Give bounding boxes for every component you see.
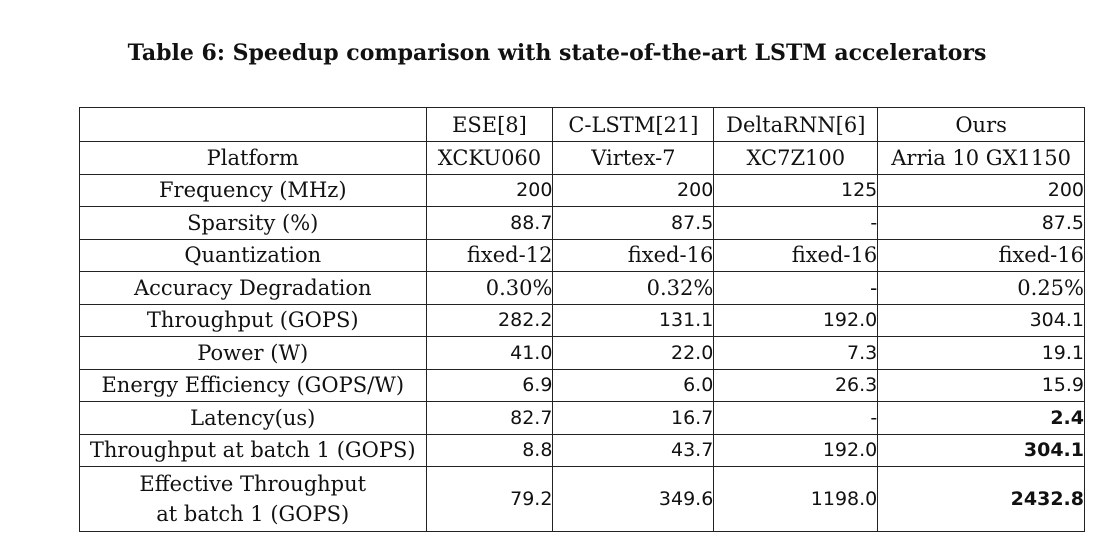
- table-cell: 0.32%: [552, 271, 715, 305]
- row-label: Power (W): [79, 336, 427, 370]
- table-cell: 6.9: [425, 368, 554, 402]
- table-cell: 6.0: [552, 368, 715, 402]
- table-cell: 15.9: [877, 368, 1085, 402]
- column-header-deltarnn: DeltaRNN[6]: [713, 107, 879, 142]
- table-cell: 19.1: [877, 336, 1085, 370]
- table-row: Quantization fixed-12 fixed-16 fixed-16 …: [79, 238, 1085, 272]
- row-label: Energy Efficiency (GOPS/W): [79, 368, 427, 402]
- table-cell: 87.5: [552, 206, 715, 240]
- table-cell: XCKU060: [425, 141, 554, 175]
- table-row: Throughput (GOPS) 282.2 131.1 192.0 304.…: [79, 303, 1085, 337]
- table-cell: 41.0: [425, 336, 554, 370]
- table-cell: 304.1: [877, 303, 1085, 337]
- table-cell: 125: [713, 173, 879, 207]
- table-cell: -: [713, 401, 879, 435]
- row-label: Accuracy Degradation: [79, 271, 427, 305]
- row-label: Effective Throughput at batch 1 (GOPS): [79, 466, 427, 532]
- row-label: Throughput (GOPS): [79, 303, 427, 337]
- header-empty-cell: [79, 107, 427, 142]
- table-cell: fixed-16: [552, 238, 715, 272]
- table-cell: 192.0: [713, 433, 879, 467]
- table-cell: 131.1: [552, 303, 715, 337]
- table-row: Sparsity (%) 88.7 87.5 - 87.5: [79, 206, 1085, 240]
- table-cell: -: [713, 271, 879, 305]
- comparison-table: ESE[8] C-LSTM[21] DeltaRNN[6] Ours Platf…: [79, 107, 1085, 532]
- table-cell: 200: [552, 173, 715, 207]
- table-cell: 82.7: [425, 401, 554, 435]
- table-cell-highlight: 2.4: [877, 401, 1085, 435]
- table-row: Energy Efficiency (GOPS/W) 6.9 6.0 26.3 …: [79, 368, 1085, 402]
- row-label: Frequency (MHz): [79, 173, 427, 207]
- table-cell: 282.2: [425, 303, 554, 337]
- column-header-ours: Ours: [877, 107, 1085, 142]
- table-cell: 349.6: [552, 466, 715, 532]
- table-cell: 26.3: [713, 368, 879, 402]
- table-cell: 0.30%: [425, 271, 554, 305]
- table-cell: 7.3: [713, 336, 879, 370]
- table-cell: fixed-16: [713, 238, 879, 272]
- table-cell: 43.7: [552, 433, 715, 467]
- table-row: Power (W) 41.0 22.0 7.3 19.1: [79, 336, 1085, 370]
- table-cell: -: [713, 206, 879, 240]
- table-cell: fixed-16: [877, 238, 1085, 272]
- table-cell: 88.7: [425, 206, 554, 240]
- row-label-line: at batch 1 (GOPS): [156, 502, 350, 526]
- table-cell: Arria 10 GX1150: [877, 141, 1085, 175]
- table-cell: XC7Z100: [713, 141, 879, 175]
- table-cell: 8.8: [425, 433, 554, 467]
- row-label: Throughput at batch 1 (GOPS): [79, 433, 427, 467]
- table-cell: fixed-12: [425, 238, 554, 272]
- table-cell: 1198.0: [713, 466, 879, 532]
- table-cell: 200: [425, 173, 554, 207]
- header-row: ESE[8] C-LSTM[21] DeltaRNN[6] Ours: [79, 107, 1085, 142]
- table-row: Frequency (MHz) 200 200 125 200: [79, 173, 1085, 207]
- table-caption: Table 6: Speedup comparison with state-o…: [127, 40, 987, 66]
- table-cell-highlight: 2432.8: [877, 466, 1085, 532]
- table-cell: 79.2: [425, 466, 554, 532]
- row-label: Platform: [79, 141, 427, 175]
- table-cell-highlight: 304.1: [877, 433, 1085, 467]
- table-row: Throughput at batch 1 (GOPS) 8.8 43.7 19…: [79, 433, 1085, 467]
- row-label: Quantization: [79, 238, 427, 272]
- table-cell: 192.0: [713, 303, 879, 337]
- row-label: Sparsity (%): [79, 206, 427, 240]
- table-cell: 87.5: [877, 206, 1085, 240]
- table-row: Latency(us) 82.7 16.7 - 2.4: [79, 401, 1085, 435]
- table-row: Platform XCKU060 Virtex-7 XC7Z100 Arria …: [79, 141, 1085, 175]
- table-cell: 22.0: [552, 336, 715, 370]
- column-header-ese: ESE[8]: [425, 107, 554, 142]
- column-header-clstm: C-LSTM[21]: [552, 107, 715, 142]
- table-cell: 16.7: [552, 401, 715, 435]
- table-row: Accuracy Degradation 0.30% 0.32% - 0.25%: [79, 271, 1085, 305]
- table-cell: 0.25%: [877, 271, 1085, 305]
- table-row: Effective Throughput at batch 1 (GOPS) 7…: [79, 466, 1085, 532]
- table-cell: 200: [877, 173, 1085, 207]
- row-label-line: Effective Throughput: [139, 472, 367, 496]
- table-cell: Virtex-7: [552, 141, 715, 175]
- row-label: Latency(us): [79, 401, 427, 435]
